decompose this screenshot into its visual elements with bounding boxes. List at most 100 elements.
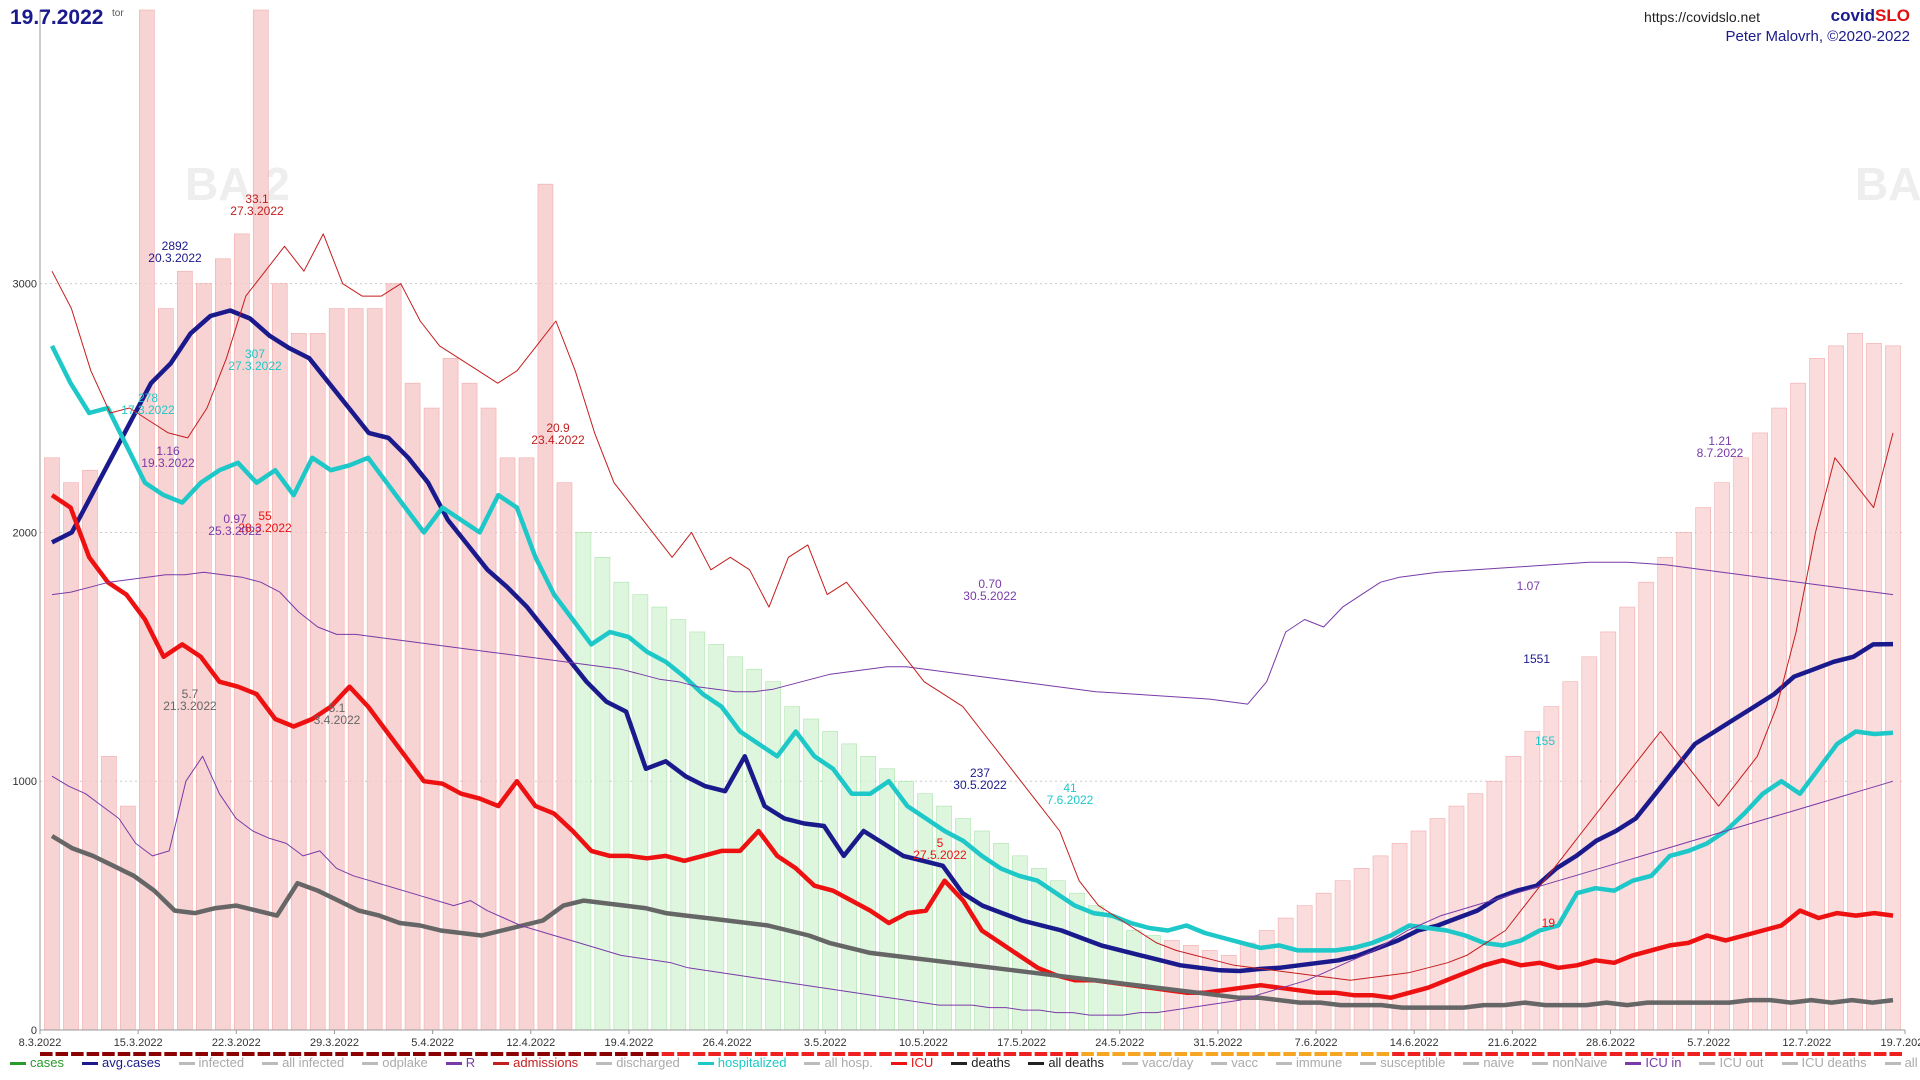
status-band-segment [1081, 1052, 1094, 1056]
status-band-segment [1050, 1052, 1063, 1056]
legend-item[interactable]: vacc/day [1121, 1055, 1193, 1070]
status-band-segment [521, 1052, 535, 1056]
legend-item[interactable]: cases [10, 1055, 64, 1070]
status-band-segment [1267, 1052, 1281, 1056]
legend-swatch-icon [362, 1062, 379, 1066]
legend-label: ICU [910, 1055, 934, 1070]
cases-bar [594, 557, 611, 1031]
legend-item[interactable]: admissions [493, 1055, 578, 1070]
status-band-segment [1019, 1052, 1032, 1056]
status-band-segment [646, 1052, 659, 1056]
status-band-segment [1780, 1052, 1794, 1056]
status-band-segment [288, 1052, 302, 1056]
legend-item[interactable]: nonNaive [1532, 1055, 1607, 1070]
x-tick-label: 10.5.2022 [899, 1037, 948, 1049]
cases-bar [1334, 880, 1351, 1031]
legend-item[interactable]: ICU out [1699, 1055, 1764, 1070]
legend-item[interactable]: ICU deaths [1781, 1055, 1867, 1070]
cases-bar [613, 581, 630, 1031]
legend-item[interactable]: susceptible [1360, 1055, 1445, 1070]
status-band-segment [506, 1052, 519, 1056]
status-band-segment [848, 1052, 861, 1056]
cases-bar [1866, 343, 1882, 1031]
cases-bar [1790, 382, 1806, 1031]
cases-bar [879, 768, 895, 1031]
status-band-segment [1827, 1052, 1840, 1056]
x-tick-label: 12.4.2022 [506, 1037, 555, 1049]
status-band-segment [1298, 1052, 1312, 1056]
annotation-date: 23.4.2022 [531, 433, 585, 447]
annotation-date: 19.3.2022 [141, 456, 195, 470]
annotation-date: 17.3.2022 [121, 403, 175, 417]
annotation-date: 30.5.2022 [953, 778, 1007, 792]
legend-swatch-icon [804, 1062, 821, 1066]
legend-label: discharged [616, 1055, 680, 1070]
status-band-segment [1718, 1052, 1732, 1056]
y-tick-label: 2000 [13, 527, 37, 539]
status-band-segment [459, 1052, 473, 1056]
legend-item[interactable]: infected [178, 1055, 244, 1070]
legend-item[interactable]: hospitalized [697, 1055, 786, 1070]
status-band-segment [381, 1052, 395, 1056]
legend-item[interactable]: all hosp. [804, 1055, 873, 1070]
legend-swatch-icon [951, 1062, 968, 1066]
annotation-value: 5.7 [182, 687, 199, 701]
status-band-segment [1438, 1052, 1452, 1056]
legend-item[interactable]: deaths [951, 1055, 1010, 1070]
chart-watermarks: BA.2 BA.5 [185, 158, 1920, 210]
annotation-value: 237 [970, 766, 990, 780]
status-band-segment [273, 1052, 286, 1056]
legend-swatch-icon [262, 1062, 279, 1066]
status-band-segment [1112, 1052, 1125, 1056]
status-band-segment [1500, 1052, 1514, 1056]
legend-item[interactable]: ICU in [1625, 1055, 1681, 1070]
legend-item[interactable]: vacc [1211, 1055, 1258, 1070]
variant-watermark: BA.5 [1855, 158, 1920, 210]
status-band-segment [599, 1052, 613, 1056]
status-band-segment [475, 1052, 488, 1056]
series-line-icu [50, 493, 1894, 1000]
legend-item[interactable]: avg.cases [81, 1055, 161, 1070]
status-band-segment [1796, 1052, 1809, 1056]
status-band-segment [71, 1052, 84, 1056]
cases-bar [556, 482, 573, 1031]
status-band-segment [397, 1052, 410, 1056]
status-band-segment [1376, 1052, 1390, 1056]
legend-label: all infected [282, 1055, 345, 1070]
status-band-segment [428, 1052, 442, 1056]
legend-item[interactable]: all infected [262, 1055, 344, 1070]
legend-item[interactable]: odplake [362, 1055, 428, 1070]
chart-axes: 0 1000 2000 3000 8.3.2022 15.3.2022 22.3.2022 2… [13, 10, 1920, 1056]
cases-bar [1714, 482, 1730, 1031]
legend-item[interactable]: R [445, 1055, 475, 1070]
legend-item[interactable]: all ICU [1884, 1055, 1920, 1070]
legend-label: all hosp. [824, 1055, 873, 1070]
legend-item[interactable]: immune [1276, 1055, 1342, 1070]
annotation-value: 0.97 [223, 512, 247, 526]
status-band-segment [863, 1052, 877, 1056]
status-band-segment [770, 1052, 783, 1056]
status-band-segment [1687, 1052, 1700, 1056]
legend-item[interactable]: discharged [596, 1055, 680, 1070]
annotation-value: 0.70 [978, 577, 1002, 591]
status-band-segment [661, 1052, 675, 1056]
status-band-segment [630, 1052, 644, 1056]
annotation-date: 27.3.2022 [230, 204, 284, 218]
status-band-segment [583, 1052, 597, 1056]
legend-item[interactable]: ICU [890, 1055, 934, 1070]
legend-label: all ICU [1904, 1055, 1920, 1070]
annotation-date: 3.4.2022 [314, 713, 361, 727]
cases-bar [651, 606, 668, 1031]
site-url[interactable]: https://covidslo.net [1644, 9, 1760, 25]
annotation-value: 33.1 [245, 192, 269, 206]
status-band-segment [1423, 1052, 1436, 1056]
status-band-segment [257, 1052, 271, 1056]
x-tick-label: 5.4.2022 [411, 1037, 454, 1049]
y-tick-label: 0 [31, 1025, 37, 1037]
cases-bar [1277, 917, 1294, 1031]
legend-swatch-icon [493, 1062, 510, 1066]
legend-item[interactable]: naive [1463, 1055, 1514, 1070]
cases-bar [271, 283, 288, 1031]
legend-item[interactable]: all deaths [1028, 1055, 1104, 1070]
cases-bar [101, 756, 117, 1031]
